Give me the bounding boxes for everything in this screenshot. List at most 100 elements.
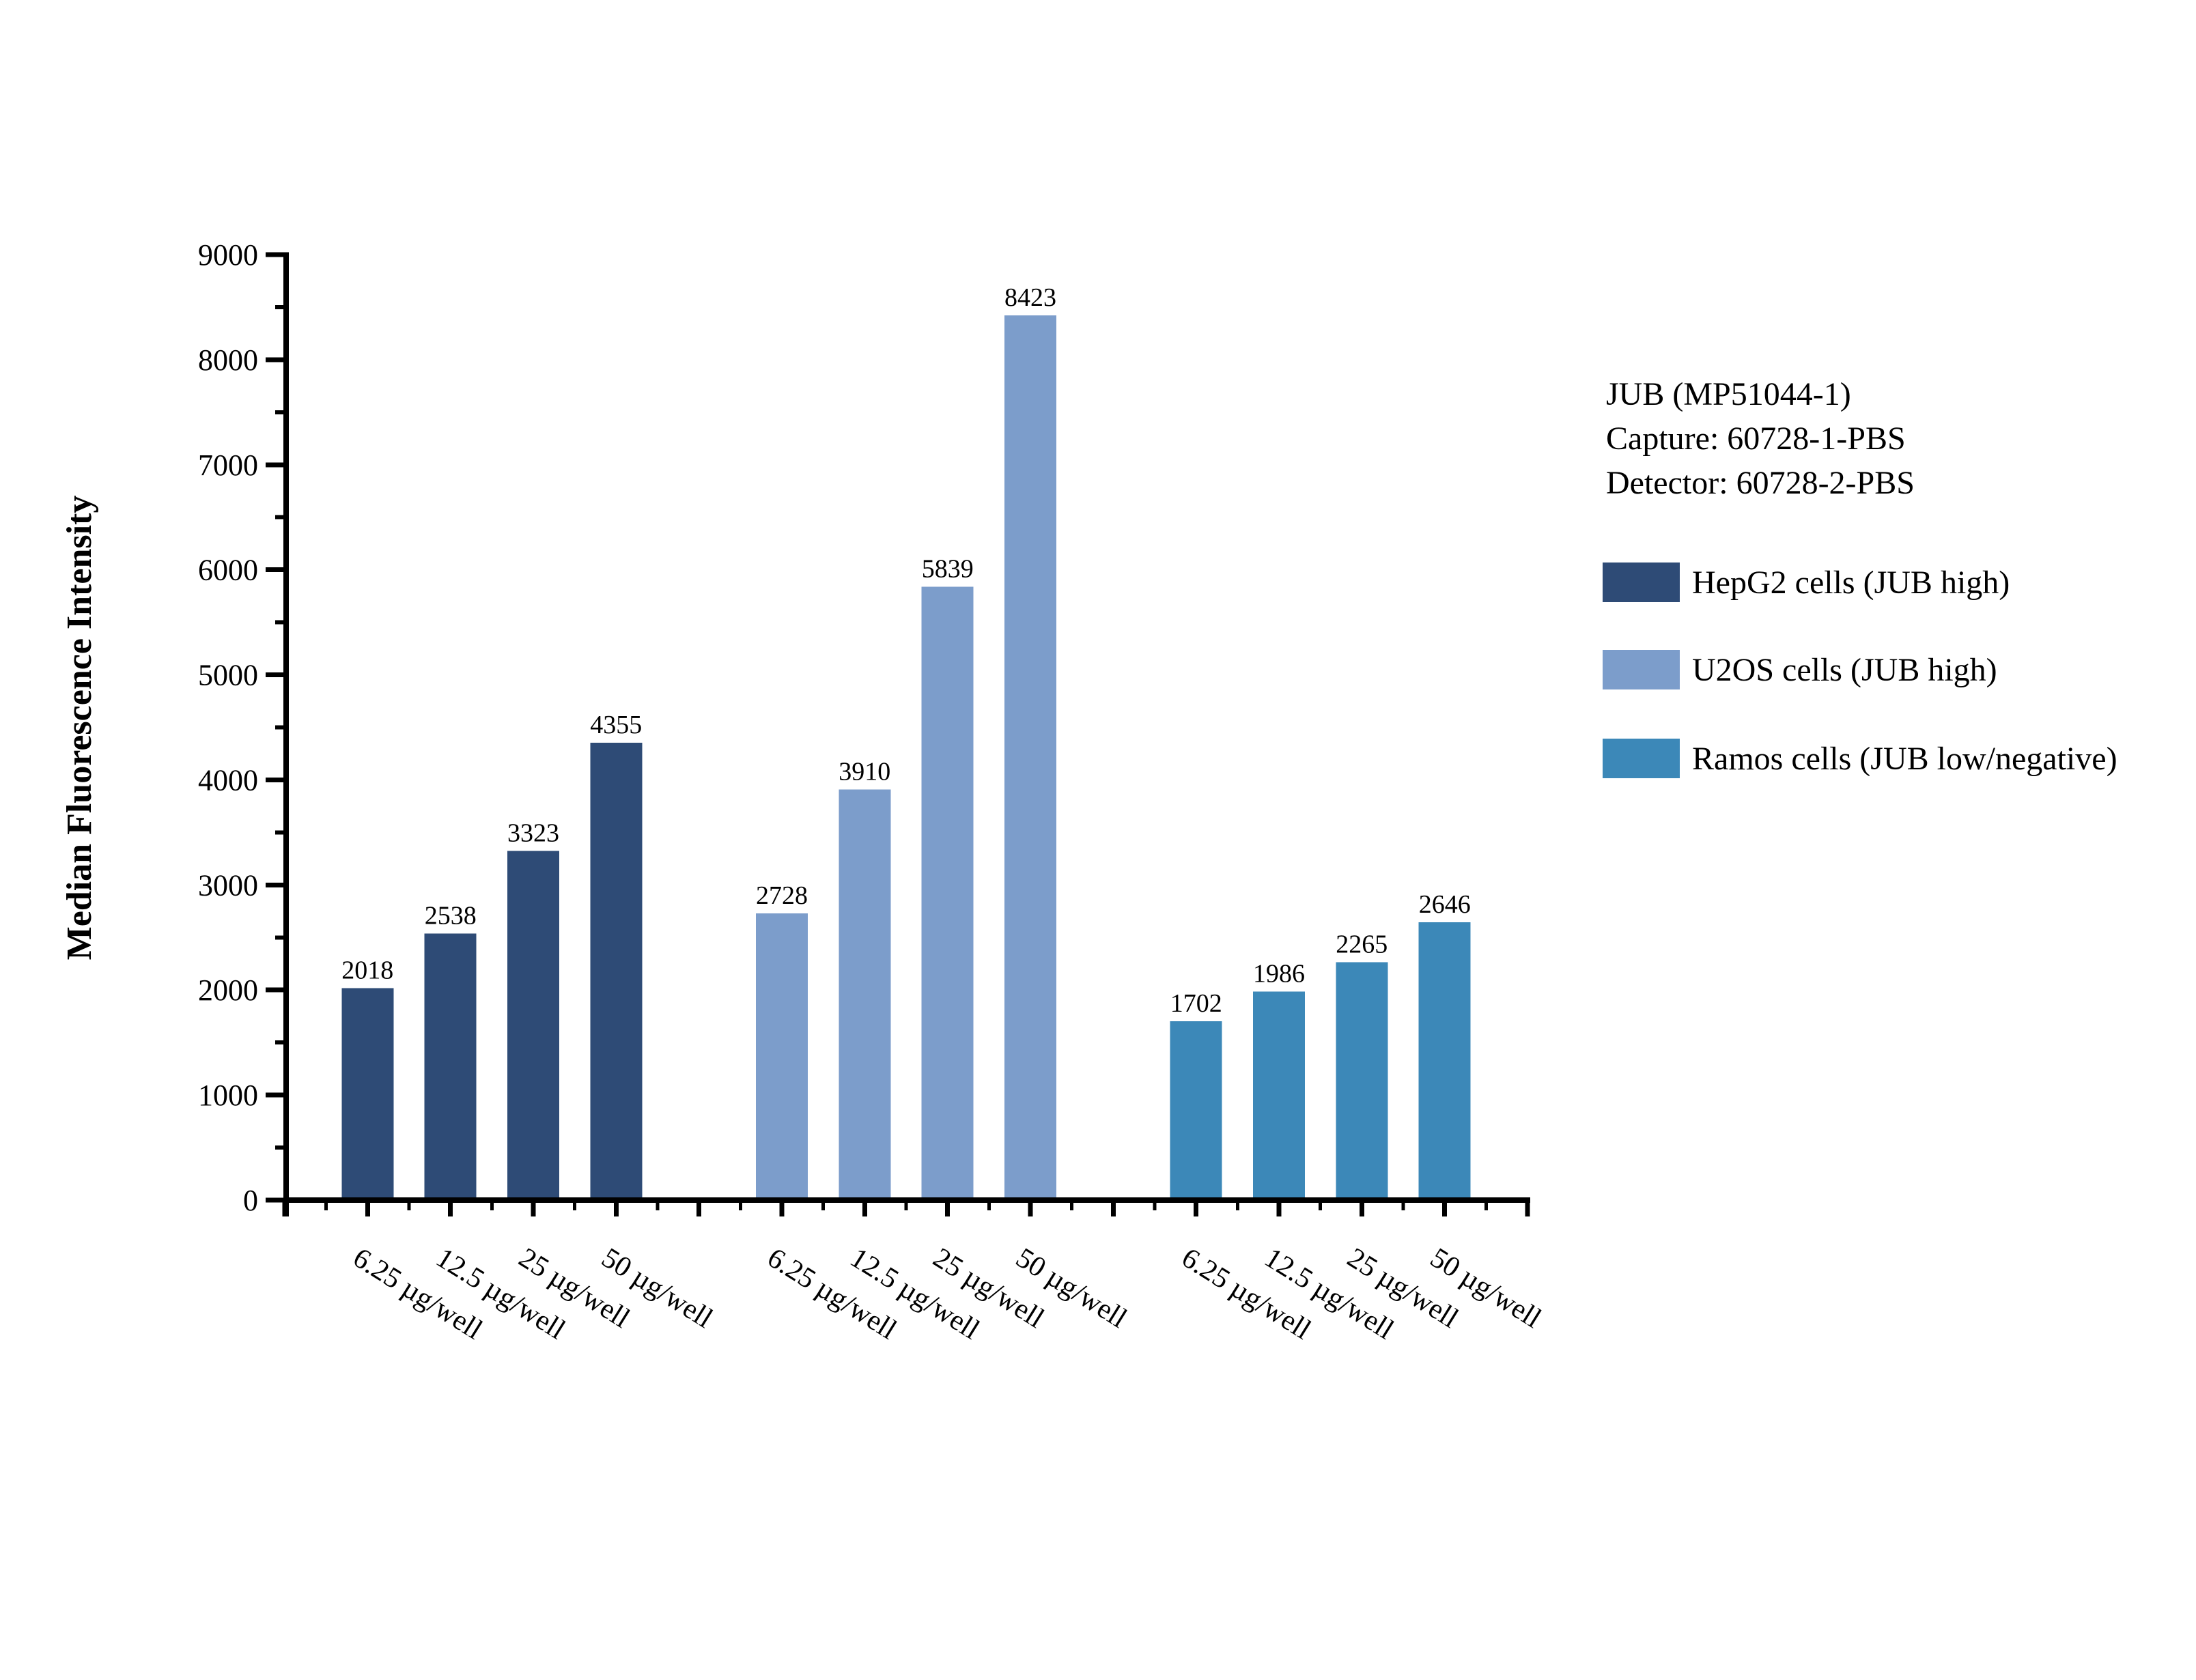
bar-series2-cat4 bbox=[1004, 315, 1056, 1200]
value-label: 2018 bbox=[341, 956, 393, 985]
bar-series1-cat4 bbox=[590, 742, 643, 1200]
bar-series3-cat1 bbox=[1170, 1021, 1222, 1200]
annotation-line-3: Detector: 60728-2-PBS bbox=[1606, 465, 1915, 501]
y-major-tick bbox=[266, 1092, 289, 1098]
y-major-tick bbox=[266, 882, 289, 887]
x-minor-tick bbox=[324, 1203, 328, 1210]
legend-swatch bbox=[1603, 563, 1680, 602]
x-major-tick bbox=[448, 1200, 453, 1216]
legend-label: HepG2 cells (JUB high) bbox=[1692, 564, 2010, 601]
y-minor-tick bbox=[275, 830, 289, 835]
legend-label: Ramos cells (JUB low/negative) bbox=[1692, 740, 2117, 777]
y-minor-tick bbox=[275, 515, 289, 519]
x-minor-tick bbox=[821, 1203, 826, 1210]
legend-row-3: Ramos cells (JUB low/negative) bbox=[1603, 739, 2117, 778]
x-minor-tick bbox=[1153, 1203, 1157, 1210]
legend-swatch bbox=[1603, 650, 1680, 689]
x-major-tick bbox=[1276, 1200, 1282, 1216]
y-tick-label: 4000 bbox=[198, 763, 258, 797]
y-minor-tick bbox=[275, 304, 289, 309]
value-label: 8423 bbox=[1004, 283, 1056, 312]
x-minor-tick bbox=[904, 1203, 908, 1210]
y-tick-label: 2000 bbox=[198, 973, 258, 1007]
y-major-tick bbox=[266, 252, 289, 257]
value-label: 1986 bbox=[1253, 959, 1305, 988]
bar-series2-cat1 bbox=[756, 913, 808, 1200]
y-tick-label: 6000 bbox=[198, 554, 258, 587]
bar-series3-cat2 bbox=[1253, 991, 1305, 1200]
x-minor-tick bbox=[1319, 1203, 1323, 1210]
y-axis-title: Median Fluorescence Intensity bbox=[60, 496, 99, 960]
bar-series3-cat3 bbox=[1336, 962, 1388, 1200]
y-major-tick bbox=[266, 777, 289, 782]
y-axis-line bbox=[283, 255, 289, 1216]
bar-series1-cat1 bbox=[341, 988, 394, 1200]
y-minor-tick bbox=[275, 1040, 289, 1045]
legend-row-1: HepG2 cells (JUB high) bbox=[1603, 563, 2010, 602]
x-minor-tick bbox=[490, 1203, 494, 1210]
y-tick-label: 3000 bbox=[198, 868, 258, 902]
legend-label: U2OS cells (JUB high) bbox=[1692, 651, 1997, 688]
annotation-block: JUB (MP51044-1) Capture: 60728-1-PBS Det… bbox=[1606, 372, 1915, 505]
x-major-tick bbox=[1442, 1200, 1448, 1216]
y-tick-label: 9000 bbox=[198, 238, 258, 272]
x-major-tick bbox=[945, 1200, 951, 1216]
x-major-tick bbox=[1359, 1200, 1364, 1216]
y-tick-label: 7000 bbox=[198, 449, 258, 482]
value-label: 2538 bbox=[425, 901, 477, 930]
legend-row-2: U2OS cells (JUB high) bbox=[1603, 650, 1997, 689]
annotation-line-1: JUB (MP51044-1) bbox=[1606, 376, 1851, 412]
x-major-tick bbox=[779, 1200, 785, 1216]
x-axis-line bbox=[283, 1197, 1530, 1203]
x-major-tick bbox=[613, 1200, 619, 1216]
x-minor-tick bbox=[1235, 1203, 1239, 1210]
value-label: 2646 bbox=[1419, 890, 1471, 919]
x-major-tick bbox=[282, 1200, 287, 1216]
y-major-tick bbox=[266, 357, 289, 362]
x-major-tick bbox=[862, 1200, 867, 1216]
x-minor-tick bbox=[1484, 1203, 1488, 1210]
x-major-tick bbox=[1028, 1200, 1033, 1216]
y-major-tick bbox=[266, 987, 289, 993]
x-minor-tick bbox=[738, 1203, 742, 1210]
y-tick-label: 8000 bbox=[198, 343, 258, 377]
x-minor-tick bbox=[987, 1203, 991, 1210]
x-major-tick bbox=[1194, 1200, 1199, 1216]
y-minor-tick bbox=[275, 1145, 289, 1150]
x-major-tick bbox=[365, 1200, 370, 1216]
value-label: 5839 bbox=[922, 554, 974, 583]
y-minor-tick bbox=[275, 725, 289, 730]
x-minor-tick bbox=[573, 1203, 577, 1210]
y-major-tick bbox=[266, 1197, 289, 1203]
bar-series1-cat2 bbox=[424, 933, 477, 1200]
bar-series1-cat3 bbox=[507, 851, 559, 1200]
x-minor-tick bbox=[407, 1203, 411, 1210]
y-major-tick bbox=[266, 567, 289, 573]
y-tick-label: 0 bbox=[243, 1184, 258, 1217]
x-minor-tick bbox=[656, 1203, 660, 1210]
bar-series2-cat3 bbox=[921, 586, 974, 1200]
bar-series2-cat2 bbox=[839, 789, 891, 1200]
value-label: 2728 bbox=[756, 881, 808, 910]
value-label: 3323 bbox=[507, 819, 559, 848]
value-label: 4355 bbox=[590, 711, 642, 739]
x-major-tick bbox=[1525, 1200, 1530, 1216]
y-minor-tick bbox=[275, 620, 289, 625]
x-major-tick bbox=[531, 1200, 536, 1216]
y-major-tick bbox=[266, 462, 289, 468]
x-minor-tick bbox=[1401, 1203, 1405, 1210]
value-label: 3910 bbox=[839, 757, 890, 786]
annotation-line-2: Capture: 60728-1-PBS bbox=[1606, 421, 1906, 457]
x-minor-tick bbox=[1070, 1203, 1074, 1210]
y-tick-label: 1000 bbox=[198, 1079, 258, 1112]
y-major-tick bbox=[266, 672, 289, 678]
value-label: 1702 bbox=[1170, 989, 1222, 1018]
bar-series3-cat4 bbox=[1418, 922, 1471, 1200]
value-label: 2265 bbox=[1336, 930, 1388, 958]
y-minor-tick bbox=[275, 410, 289, 414]
x-major-tick bbox=[1110, 1200, 1116, 1216]
y-tick-label: 5000 bbox=[198, 659, 258, 692]
legend-swatch bbox=[1603, 739, 1680, 778]
